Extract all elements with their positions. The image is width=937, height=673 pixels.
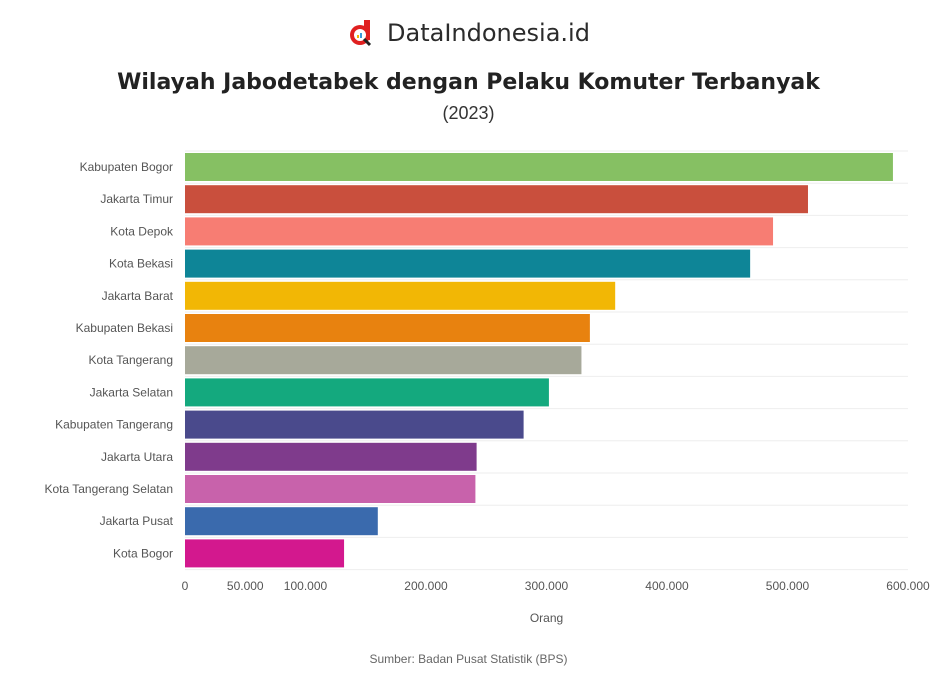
bar-jakarta-barat — [185, 281, 616, 310]
bar-jakarta-selatan — [185, 378, 549, 407]
x-tick-label: 50.000 — [227, 579, 264, 593]
category-label: Kota Depok — [110, 224, 174, 238]
category-label: Jakarta Utara — [101, 450, 173, 464]
category-label: Jakarta Timur — [100, 192, 173, 206]
x-tick-label: 100.000 — [284, 579, 328, 593]
category-label: Jakarta Pusat — [100, 514, 174, 528]
bar-kota-tangerang — [185, 346, 582, 375]
bar-jakarta-utara — [185, 442, 477, 471]
brand-name: DataIndonesia.id — [387, 19, 590, 47]
x-tick-label: 0 — [182, 579, 189, 593]
category-label: Kota Bekasi — [109, 257, 173, 271]
bar-jakarta-timur — [185, 185, 808, 214]
bar-kota-bekasi — [185, 249, 751, 278]
dataindonesia-logo-icon — [350, 20, 372, 47]
category-label: Kabupaten Bogor — [80, 160, 173, 174]
bar-kabupaten-bogor — [185, 153, 893, 181]
category-label: Kota Tangerang Selatan — [44, 482, 173, 496]
bar-kabupaten-bekasi — [185, 314, 590, 342]
category-label: Kota Bogor — [113, 546, 173, 560]
category-label: Kabupaten Tangerang — [55, 418, 173, 432]
x-tick-label: 400.000 — [645, 579, 689, 593]
bar-kota-bogor — [185, 539, 345, 568]
bar-jakarta-pusat — [185, 507, 378, 536]
chart-title: Wilayah Jabodetabek dengan Pelaku Komute… — [117, 70, 820, 95]
bar-kabupaten-tangerang — [185, 410, 524, 439]
x-tick-label: 300.000 — [525, 579, 569, 593]
x-tick-label: 500.000 — [766, 579, 810, 593]
category-label: Jakarta Barat — [102, 289, 174, 303]
bar-kota-tangerang-selatan — [185, 475, 476, 503]
x-tick-label: 200.000 — [404, 579, 448, 593]
x-axis-label: Orang — [530, 611, 563, 625]
source-note: Sumber: Badan Pusat Statistik (BPS) — [369, 652, 568, 666]
x-tick-label: 600.000 — [886, 579, 930, 593]
brand-header: DataIndonesia.id — [0, 18, 937, 48]
category-label: Kabupaten Bekasi — [76, 321, 173, 335]
bar-kota-depok — [185, 217, 774, 246]
category-label: Kota Tangerang — [88, 353, 173, 367]
category-label: Jakarta Selatan — [90, 385, 173, 399]
chart-subtitle: (2023) — [442, 103, 495, 123]
